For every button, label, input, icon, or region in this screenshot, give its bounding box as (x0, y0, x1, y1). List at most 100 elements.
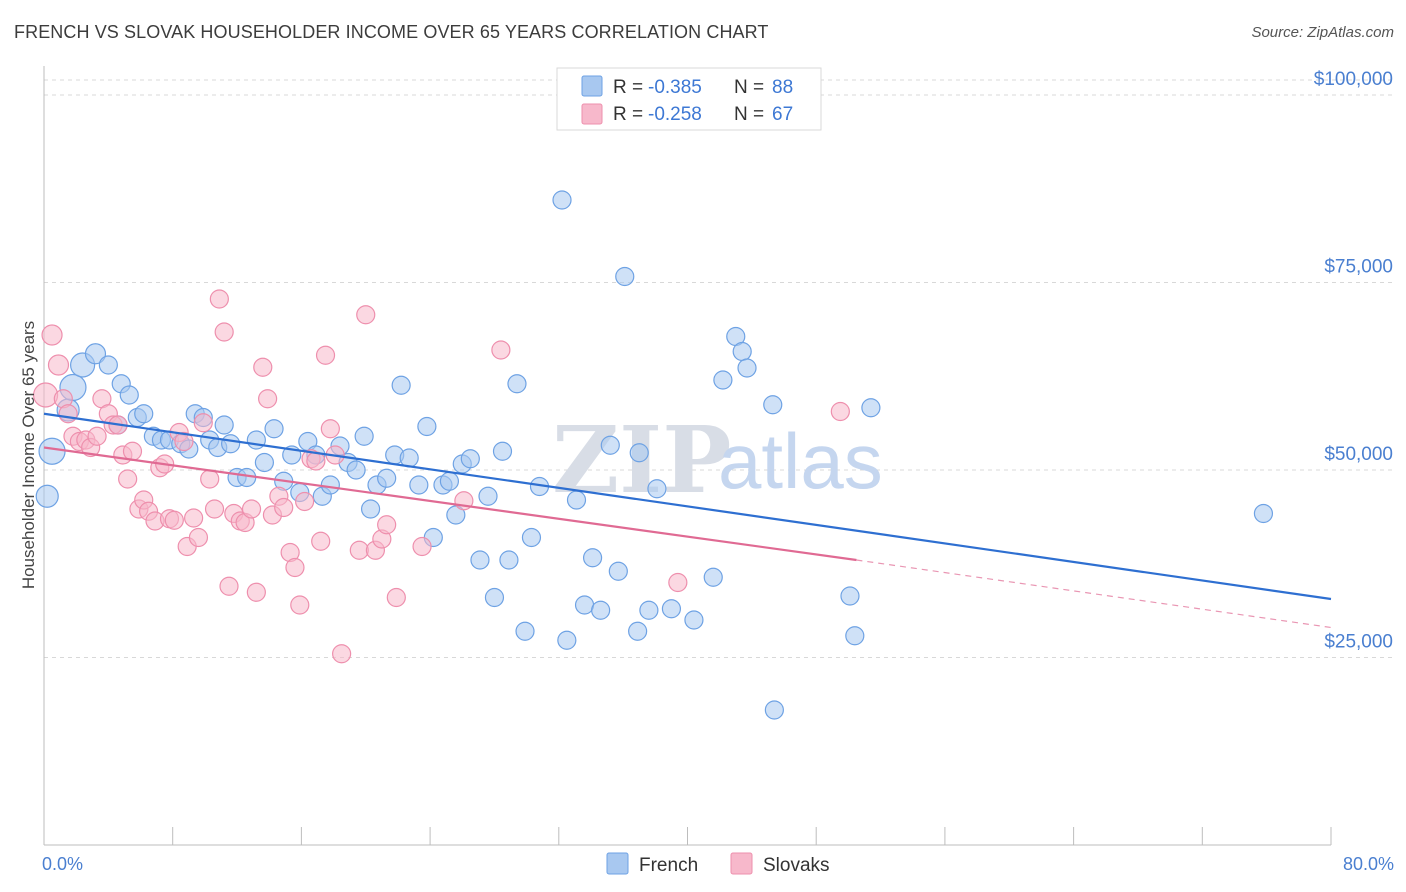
data-point-french (615, 266, 635, 287)
bottom-legend-label-french: French (639, 855, 698, 876)
data-point-french (840, 586, 860, 606)
legend-r-value-slovaks: -0.258 (648, 104, 702, 125)
data-point-french (484, 587, 505, 608)
series-french (35, 190, 1274, 720)
data-point-french (763, 395, 783, 415)
chart-source: Source: ZipAtlas.com (1251, 24, 1394, 41)
legend-bottom: French Slovaks (606, 852, 830, 876)
y-tick-label: $100,000 (1314, 69, 1393, 90)
data-point-slovaks (386, 587, 406, 608)
data-point-french (703, 567, 723, 587)
data-point-french (439, 471, 460, 491)
data-point-french (552, 190, 572, 210)
data-point-slovaks (200, 469, 220, 489)
data-point-french (861, 398, 881, 418)
data-point-french (460, 449, 480, 469)
data-point-french (608, 561, 628, 581)
series-slovaks (33, 289, 850, 664)
data-point-french (470, 550, 490, 570)
data-point-french (582, 548, 603, 568)
bottom-legend-swatch-french (606, 852, 629, 875)
y-tick-label: $75,000 (1324, 257, 1393, 278)
data-point-french (221, 434, 241, 454)
data-point-french (629, 443, 649, 463)
data-point-french (499, 550, 519, 570)
data-point-slovaks (122, 441, 143, 461)
data-point-slovaks (246, 582, 266, 602)
data-point-french (446, 505, 466, 525)
data-point-slovaks (668, 572, 688, 593)
data-point-slovaks (209, 289, 229, 309)
watermark-atlas: atlas (718, 417, 883, 505)
data-point-slovaks (204, 499, 225, 519)
data-point-slovaks (377, 515, 397, 535)
watermark: ZIP atlas (552, 406, 883, 514)
data-point-slovaks (214, 322, 234, 342)
data-point-slovaks (315, 345, 336, 365)
legend-n-value-slovaks: 67 (772, 104, 793, 125)
data-point-french (84, 343, 107, 365)
data-point-french (391, 375, 411, 395)
y-tick-labels: $25,000 $50,000 $75,000 $100,000 (1314, 69, 1393, 653)
data-point-french (600, 435, 620, 455)
data-point-french (574, 595, 595, 615)
data-point-french (591, 600, 611, 620)
x-tick-label: 0.0% (42, 854, 83, 874)
data-point-slovaks (285, 557, 305, 578)
legend-n-label-slovaks: N = (734, 104, 764, 125)
data-point-french (409, 475, 429, 495)
data-point-slovaks (253, 357, 273, 377)
data-point-french (35, 484, 59, 508)
data-point-slovaks (320, 419, 340, 439)
data-point-french (737, 358, 757, 378)
y-tick-label: $25,000 (1324, 632, 1393, 653)
legend-r-label-french: R = (613, 77, 643, 98)
data-point-french (354, 426, 374, 446)
data-point-french (214, 415, 234, 435)
data-point-french (507, 374, 527, 394)
data-point-french (119, 385, 139, 405)
data-point-french (320, 475, 340, 495)
data-point-french (764, 700, 784, 720)
data-point-french (492, 441, 513, 461)
trend-line-slovaks (43, 446, 857, 562)
data-point-french (639, 600, 659, 620)
data-point-french (515, 621, 535, 641)
data-point-slovaks (41, 324, 63, 346)
x-tick-labels: 0.0% 80.0% (42, 854, 1394, 874)
y-axis-label: Householder Income Over 65 years (19, 321, 38, 589)
data-point-slovaks (188, 527, 209, 548)
data-point-slovaks (58, 404, 78, 424)
data-point-french (1253, 503, 1274, 524)
data-point-slovaks (290, 595, 310, 615)
legend-top: R = -0.385 N = 88 R = -0.258 N = 67 (556, 67, 822, 131)
data-point-french (346, 460, 366, 480)
data-point-french (478, 486, 498, 506)
trend-line-french (43, 412, 1332, 601)
data-point-slovaks (219, 576, 239, 596)
data-point-french (521, 527, 542, 548)
trend-line-extension-slovaks (856, 559, 1332, 629)
data-point-slovaks (412, 536, 432, 557)
data-point-french (134, 404, 154, 424)
data-point-french (557, 630, 577, 650)
data-point-slovaks (87, 426, 107, 446)
data-point-slovaks (295, 491, 315, 512)
legend-swatch-french (581, 75, 603, 97)
data-point-slovaks (164, 510, 184, 530)
legend-n-value-french: 88 (772, 77, 793, 98)
data-point-slovaks (258, 389, 278, 409)
data-point-french (628, 621, 648, 641)
data-point-slovaks (311, 531, 331, 551)
data-point-slovaks (193, 413, 213, 433)
data-point-slovaks (241, 499, 262, 519)
data-point-french (661, 599, 682, 619)
data-point-french (684, 610, 704, 630)
data-point-french (732, 341, 752, 362)
data-point-slovaks (274, 497, 294, 518)
chart-title: FRENCH VS SLOVAK HOUSEHOLDER INCOME OVER… (14, 22, 769, 42)
data-point-french (360, 499, 381, 519)
data-point-french (845, 626, 865, 646)
data-point-french (417, 416, 437, 437)
